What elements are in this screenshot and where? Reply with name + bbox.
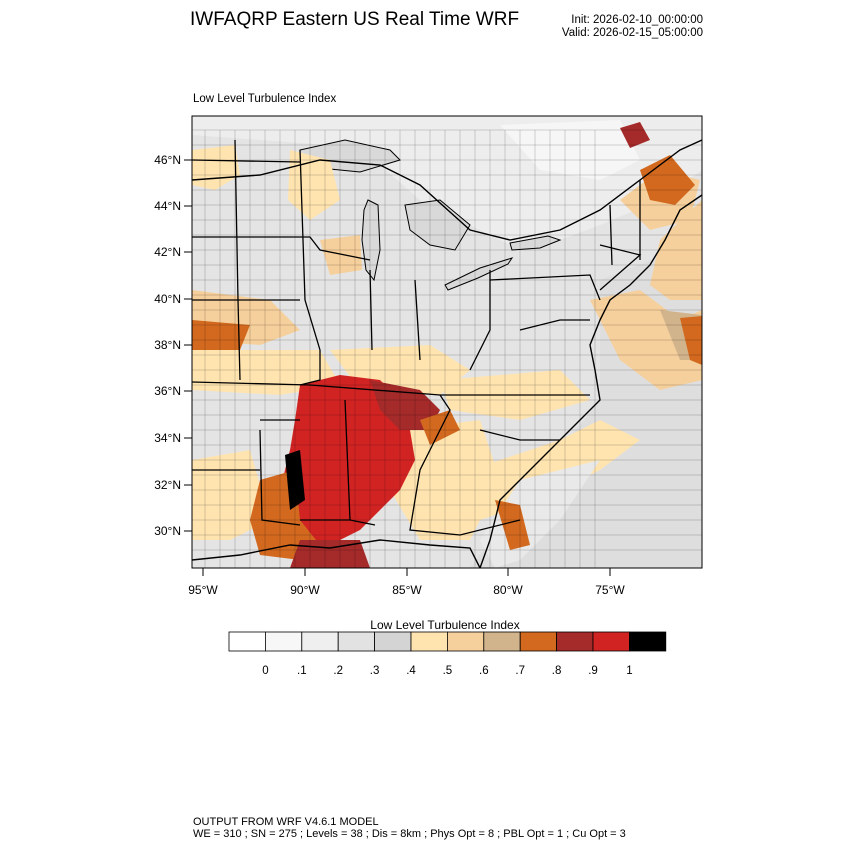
footer-model-line: OUTPUT FROM WRF V4.6.1 MODEL [193, 816, 379, 828]
footer-config-line: WE = 310 ; SN = 275 ; Levels = 38 ; Dis … [193, 828, 626, 840]
init-time-label: Init: 2026-02-10_00:00:00 [571, 14, 703, 26]
colorbar-box-3 [301, 631, 339, 652]
field-patch-orange [680, 316, 702, 365]
colorbar-box-8 [483, 631, 521, 652]
us-canada-border [192, 139, 702, 241]
lat-label-32: 32°N [154, 478, 181, 492]
colorbar-box-11 [592, 631, 630, 652]
valid-time-label: Valid: 2026-02-15_05:00:00 [561, 27, 703, 39]
lat-label-38: 38°N [154, 338, 181, 352]
colorbar-label: .1 [297, 665, 307, 677]
lon-label-80: 80°W [493, 583, 523, 597]
lat-label-44: 44°N [154, 199, 181, 213]
lon-label-90: 90°W [290, 583, 320, 597]
lon-label-75: 75°W [595, 583, 625, 597]
lat-label-40: 40°N [154, 292, 181, 306]
colorbar-label: .7 [515, 665, 525, 677]
colorbar-box-12 [629, 631, 667, 652]
lat-label-46: 46°N [154, 153, 181, 167]
colorbar-box-9 [519, 631, 558, 652]
colorbar-box-2 [264, 631, 303, 652]
lat-label-30: 30°N [154, 524, 181, 538]
longitude-labels: 95°W 90°W 85°W 80°W 75°W [188, 583, 625, 597]
colorbar-label: .8 [552, 665, 562, 677]
field-patch-dark [370, 380, 440, 430]
colorbar-label: .3 [370, 665, 380, 677]
lon-label-85: 85°W [392, 583, 422, 597]
colorbar-label: .6 [479, 665, 489, 677]
colorbar-box-4 [337, 631, 376, 652]
latitude-labels: 30°N 32°N 34°N 36°N 38°N 40°N 42°N 44°N … [154, 153, 181, 538]
map-frame [191, 115, 703, 569]
field-patch-dark [620, 122, 650, 148]
colorbar-box-5 [374, 631, 412, 652]
colorbar-label: 0 [262, 665, 268, 677]
panel-title: Low Level Turbulence Index [193, 93, 337, 105]
colorbar-box-7 [446, 631, 485, 652]
colorbar-box-6 [410, 631, 448, 652]
turbulence-field [192, 116, 702, 568]
colorbar-label: 1 [626, 665, 632, 677]
colorbar-labels: 0 .1 .2 .3 .4 .5 .6 .7 .8 .9 1 [262, 665, 632, 677]
atlantic-coastline [479, 194, 702, 568]
lake-erie [444, 257, 514, 291]
state-boundaries [192, 139, 642, 536]
lat-label-36: 36°N [154, 384, 181, 398]
lat-label-42: 42°N [154, 245, 181, 259]
colorbar-label: .4 [406, 665, 416, 677]
colorbar-label: .2 [333, 665, 343, 677]
colorbar-label: .5 [443, 665, 453, 677]
gulf-coastline [192, 539, 481, 568]
field-patch-orange [640, 155, 695, 205]
colorbar-box-10 [556, 631, 594, 652]
field-patch-orange [250, 470, 320, 560]
colorbar-label: .9 [588, 665, 598, 677]
colorbar-box-1 [228, 631, 266, 652]
lat-label-34: 34°N [154, 431, 181, 445]
axis-ticks [184, 159, 611, 576]
field-patch-orange [495, 500, 530, 550]
colorbar-title: Low Level Turbulence Index [370, 618, 520, 632]
colorbar [228, 631, 667, 652]
plot-title: IWFAQRP Eastern US Real Time WRF [190, 9, 520, 30]
field-patch [192, 450, 270, 540]
lon-label-95: 95°W [188, 583, 218, 597]
